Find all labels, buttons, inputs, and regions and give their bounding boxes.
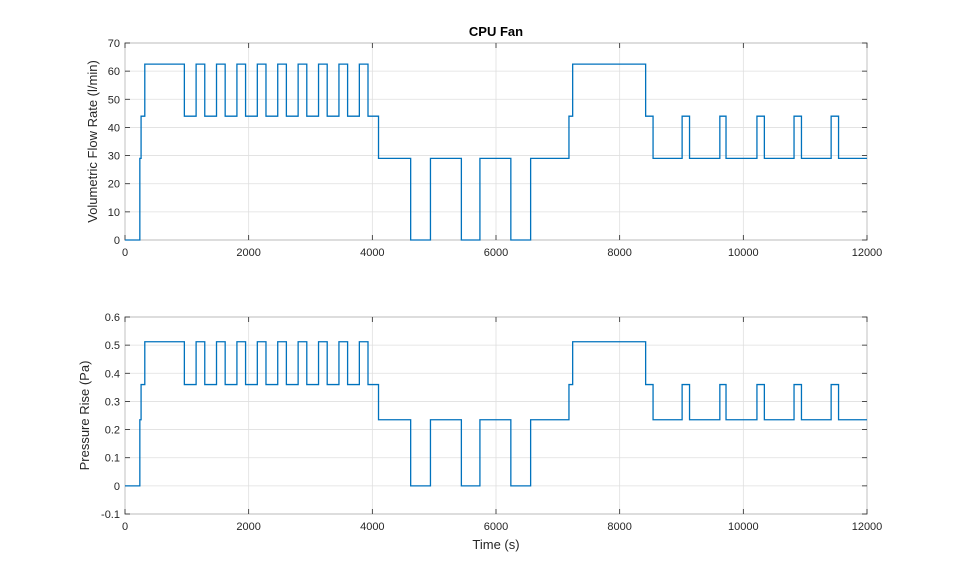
flow-rate-y-tick-label: 60: [108, 66, 120, 78]
flow-rate-x-tick-label: 10000: [728, 247, 759, 259]
flow-rate-grid: [124, 42, 868, 241]
flow-rate-ticks: 0 2000 4000 6000 8000 10000 12000 0 10 20 30 40 50 60…: [108, 38, 883, 259]
flow-rate-x-tick-label: 2000: [236, 247, 260, 259]
flow-rate-x-tick-label: 6000: [484, 247, 508, 259]
pressure-rise-ticks: 0 2000 4000 6000 8000 10000 12000-0.100.10.20.…: [101, 312, 882, 533]
flow-rate-chart-title: CPU Fan: [469, 24, 523, 39]
flow-rate-y-tick-label: 40: [108, 122, 120, 134]
pressure-rise-x-tick-label: 6000: [484, 521, 508, 533]
pressure-rise-series-line: [125, 341, 867, 487]
pressure-rise-x-tick-label: 8000: [607, 521, 631, 533]
pressure-rise-x-tick-label: 0: [122, 521, 128, 533]
flow-rate-y-tick-label: 20: [108, 179, 120, 191]
pressure-rise-y-tick-label: -0.1: [101, 509, 120, 521]
pressure-rise-y-tick-label: 0: [114, 481, 120, 493]
pressure-rise-x-tick-label: 10000: [728, 521, 759, 533]
pressure-rise-x-tick-label: 12000: [852, 521, 883, 533]
pressure-rise-y-axis-label: Pressure Rise (Pa): [77, 361, 92, 471]
pressure-rise-x-axis-label: Time (s): [472, 537, 519, 552]
flow-rate-y-tick-label: 30: [108, 151, 120, 163]
pressure-rise-axes: 0 2000 4000 6000 8000 10000 12000-0.100.10.20.…: [77, 312, 882, 552]
flow-rate-x-tick-label: 8000: [607, 247, 631, 259]
pressure-rise-x-tick-label: 2000: [236, 521, 260, 533]
pressure-rise-y-tick-label: 0.6: [105, 312, 120, 324]
flow-rate-y-tick-label: 50: [108, 94, 120, 106]
pressure-rise-y-tick-label: 0.5: [105, 340, 120, 352]
pressure-rise-y-tick-label: 0.1: [105, 453, 120, 465]
flow-rate-y-tick-label: 10: [108, 207, 120, 219]
pressure-rise-y-tick-label: 0.3: [105, 396, 120, 408]
flow-rate-x-tick-label: 4000: [360, 247, 384, 259]
flow-rate-series-line: [125, 63, 867, 241]
flow-rate-y-tick-label: 0: [114, 235, 120, 247]
pressure-rise-y-tick-label: 0.2: [105, 425, 120, 437]
flow-rate-x-tick-label: 0: [122, 247, 128, 259]
pressure-rise-x-tick-label: 4000: [360, 521, 384, 533]
flow-rate-x-tick-label: 12000: [852, 247, 883, 259]
pressure-rise-y-tick-label: 0.4: [105, 368, 120, 380]
flow-rate-y-axis-label: Volumetric Flow Rate (l/min): [85, 60, 100, 223]
flow-rate-y-tick-label: 70: [108, 38, 120, 50]
flow-rate-axes: 0 2000 4000 6000 8000 10000 12000 0 10 20 30 40 50 60…: [85, 24, 882, 259]
